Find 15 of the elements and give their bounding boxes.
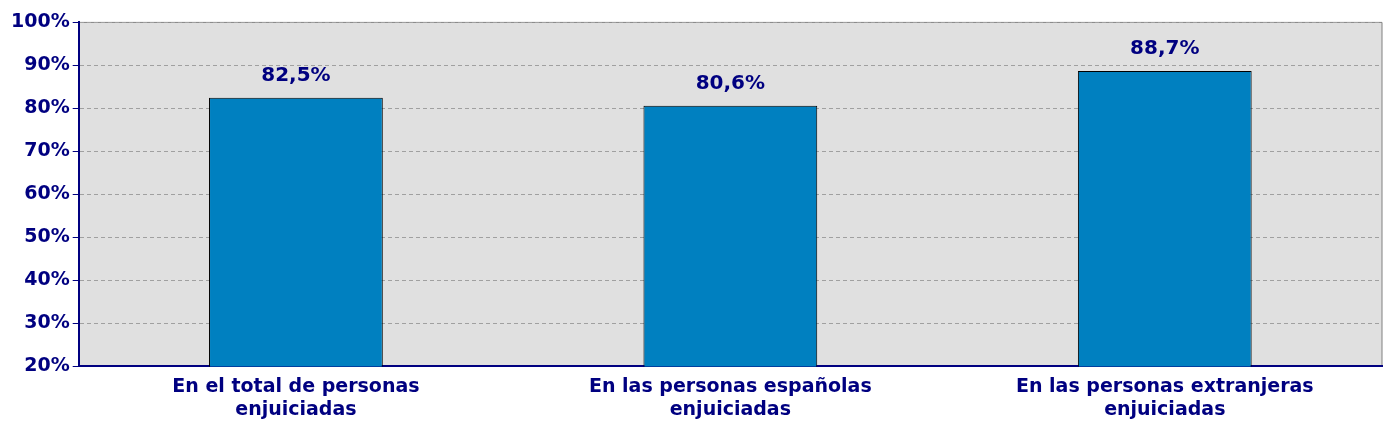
y-tick-label: 70%	[24, 138, 70, 161]
y-tick-label: 90%	[24, 52, 70, 75]
data-label: 88,7%	[1130, 35, 1200, 60]
x-tick-label: En el total de personas enjuiciadas	[172, 373, 420, 419]
y-tick-label: 20%	[24, 353, 70, 376]
y-tick-label: 100%	[10, 9, 70, 32]
data-label: 82,5%	[261, 61, 331, 86]
x-tick-label: En las personas españolas enjuiciadas	[588, 373, 872, 419]
y-tick-label: 40%	[24, 267, 70, 290]
y-tick-label: 60%	[24, 181, 70, 204]
y-tick-label: 50%	[24, 224, 70, 247]
y-tick-label: 30%	[24, 310, 70, 333]
y-tick-label: 80%	[24, 95, 70, 118]
x-tick-label: En las personas extranjeras enjuiciadas	[1015, 373, 1314, 419]
data-label: 80,6%	[695, 70, 766, 95]
